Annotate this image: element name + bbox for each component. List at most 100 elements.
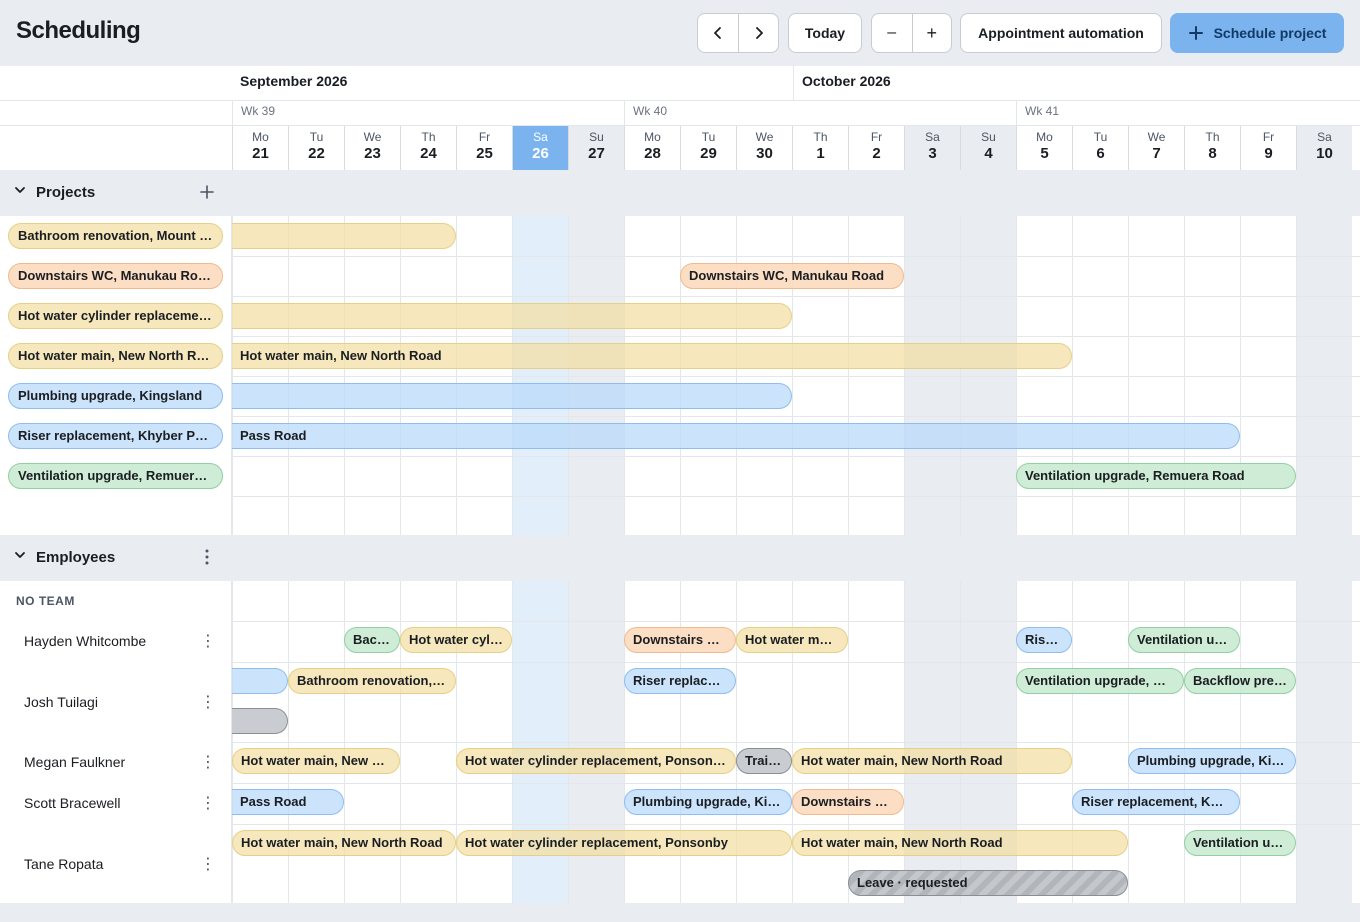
schedule-project-label: Schedule project	[1213, 25, 1327, 41]
assignment-bar[interactable]: Hot water cylinder replacement, Ponsonby	[456, 830, 792, 856]
assignment-bar[interactable]: Plumbing upgrade, Kingsland	[1128, 748, 1296, 774]
day-number: 3	[928, 145, 937, 162]
project-bar[interactable]	[232, 303, 792, 329]
assignment-bar[interactable]: Hot water main, New North Road	[232, 748, 400, 774]
project-pill[interactable]: Ventilation upgrade, Remuera Road	[8, 463, 223, 489]
assignment-bar[interactable]: Downstairs WC, Manukau Road	[792, 789, 904, 815]
assignment-bar[interactable]: Pass Road	[232, 789, 344, 815]
week-row: Wk 39 Wk 40 Wk 41	[0, 101, 1360, 126]
prev-button[interactable]	[698, 14, 738, 52]
employee-menu-icon[interactable]: ⋮	[200, 633, 216, 650]
schedule-project-button[interactable]: Schedule project	[1170, 13, 1344, 53]
employee-name[interactable]: Hayden Whitcombe	[24, 633, 147, 649]
day-name: Sa	[925, 130, 940, 144]
day-number: 21	[252, 145, 269, 162]
project-pill[interactable]: Hot water cylinder replacement, Ponsonby	[8, 303, 223, 329]
day-number: 24	[420, 145, 437, 162]
assignment-bar[interactable]	[232, 668, 288, 694]
day-header: Fr 9	[1240, 126, 1296, 170]
project-bar[interactable]: Pass Road	[232, 423, 1240, 449]
zoom-out-button[interactable]: –	[887, 24, 897, 41]
day-number: 2	[872, 145, 881, 162]
day-number: 27	[588, 145, 605, 162]
next-button[interactable]	[738, 14, 778, 52]
assignment-bar[interactable]: Riser replacement, Khyber Pass Road	[1072, 789, 1240, 815]
plus-icon	[1188, 26, 1203, 40]
day-header: Tu 22	[288, 126, 344, 170]
page-title: Scheduling	[16, 17, 141, 44]
employee-name[interactable]: Megan Faulkner	[24, 754, 126, 770]
row-divider	[0, 296, 1360, 297]
assignment-bar[interactable]: Riser replacement, Khyber Pass Road	[624, 668, 736, 694]
leave-bar[interactable]: Leave · requested	[848, 870, 1128, 896]
projects-section-header[interactable]: Projects	[0, 170, 1360, 216]
employee-menu-icon[interactable]: ⋮	[200, 754, 216, 771]
more-options-icon[interactable]	[196, 545, 218, 569]
assignment-bar[interactable]: Hot water main, New North Road	[232, 830, 456, 856]
day-number: 7	[1152, 145, 1161, 162]
today-button[interactable]: Today	[788, 13, 862, 53]
assignment-bar[interactable]: Hot water main, New North Road	[792, 830, 1128, 856]
project-pill[interactable]: Riser replacement, Khyber Pass Road	[8, 423, 223, 449]
employees-section-header[interactable]: Employees	[0, 535, 1360, 581]
week-label: Wk 40	[624, 101, 1016, 126]
day-header: Th 8	[1184, 126, 1240, 170]
project-bar[interactable]	[232, 383, 792, 409]
chevron-down-icon[interactable]	[14, 184, 26, 199]
day-header: We 23	[344, 126, 400, 170]
day-header: Su 4	[960, 126, 1016, 170]
employee-name[interactable]: Scott Bracewell	[24, 795, 121, 811]
employees-section-title: Employees	[36, 549, 116, 566]
zoom-in-button[interactable]: +	[911, 14, 952, 52]
day-number: 28	[644, 145, 661, 162]
employee-menu-icon[interactable]: ⋮	[200, 856, 216, 873]
assignment-bar[interactable]: Hot water main, New North Road	[736, 627, 848, 653]
project-bar[interactable]	[232, 223, 456, 249]
assignment-bar[interactable]: Hot water cylinder replacement, Ponsonby	[456, 748, 736, 774]
chevron-down-icon[interactable]	[14, 549, 26, 564]
day-header: Th 1	[792, 126, 848, 170]
day-name: Th	[813, 130, 828, 144]
assignment-bar[interactable]: Riser replacement	[1016, 627, 1072, 653]
day-number: 29	[700, 145, 717, 162]
day-number: 30	[756, 145, 773, 162]
employee-name[interactable]: Tane Ropata	[24, 856, 104, 872]
add-project-button[interactable]	[196, 180, 218, 204]
assignment-bar[interactable]	[232, 708, 288, 734]
day-name: Tu	[309, 130, 324, 144]
project-bar[interactable]: Ventilation upgrade, Remuera Road	[1016, 463, 1296, 489]
day-number: 9	[1264, 145, 1273, 162]
day-header: Su 27	[568, 126, 624, 170]
project-bar[interactable]: Downstairs WC, Manukau Road	[680, 263, 904, 289]
assignment-bar[interactable]: Hot water main, New North Road	[792, 748, 1072, 774]
project-pill[interactable]: Plumbing upgrade, Kingsland	[8, 383, 223, 409]
day-name: Fr	[1262, 130, 1275, 144]
chevron-left-icon	[714, 27, 721, 39]
week-label: Wk 39	[232, 101, 624, 126]
assignment-bar[interactable]: Ventilation upgrade, Remuera Road	[1128, 627, 1240, 653]
employee-menu-icon[interactable]: ⋮	[200, 694, 216, 711]
day-name: Mo	[644, 130, 661, 144]
assignment-bar[interactable]: Backflow prevention	[344, 627, 400, 653]
project-pill[interactable]: Bathroom renovation, Mount Eden	[8, 223, 223, 249]
day-number: 26	[532, 145, 549, 162]
assignment-bar[interactable]: Training	[736, 748, 792, 774]
day-name: We	[1147, 130, 1166, 144]
day-header: Sa 3	[904, 126, 960, 170]
assignment-bar[interactable]: Bathroom renovation, Mount Eden	[288, 668, 456, 694]
project-pill[interactable]: Hot water main, New North Road	[8, 343, 223, 369]
project-pill[interactable]: Downstairs WC, Manukau Road	[8, 263, 223, 289]
assignment-bar[interactable]: Ventilation upgrade, Remuera Road	[1016, 668, 1184, 694]
project-bar[interactable]: Hot water main, New North Road	[232, 343, 1072, 369]
assignment-bar[interactable]: Hot water cylinder replacement	[400, 627, 512, 653]
assignment-bar[interactable]: Backflow prevention	[1184, 668, 1296, 694]
assignment-bar[interactable]: Plumbing upgrade, Kingsland	[624, 789, 792, 815]
appointment-automation-button[interactable]: Appointment automation	[960, 13, 1162, 53]
assignment-bar[interactable]: Ventilation upgrade	[1184, 830, 1296, 856]
day-name: Th	[1205, 130, 1220, 144]
employee-menu-icon[interactable]: ⋮	[200, 795, 216, 812]
assignment-bar[interactable]: Downstairs WC, Manukau Road	[624, 627, 736, 653]
day-name: Sa	[1317, 130, 1332, 144]
day-header: Mo 5	[1016, 126, 1072, 170]
employee-name[interactable]: Josh Tuilagi	[24, 694, 98, 710]
